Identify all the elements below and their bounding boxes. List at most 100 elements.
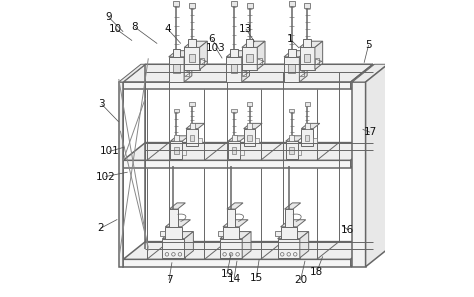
- Text: 2: 2: [97, 223, 104, 233]
- Polygon shape: [186, 123, 204, 129]
- Bar: [304, 3, 310, 8]
- Bar: [289, 64, 295, 73]
- Bar: [275, 231, 281, 236]
- Polygon shape: [278, 232, 309, 239]
- Polygon shape: [227, 203, 243, 209]
- Bar: [246, 54, 253, 62]
- Bar: [231, 109, 237, 113]
- Bar: [247, 123, 252, 129]
- Polygon shape: [300, 51, 307, 82]
- Bar: [173, 64, 180, 73]
- Bar: [200, 58, 204, 64]
- Text: 10: 10: [109, 24, 122, 34]
- Polygon shape: [351, 64, 373, 89]
- Bar: [247, 102, 252, 106]
- Bar: [198, 138, 201, 143]
- Bar: [123, 160, 351, 168]
- Bar: [190, 135, 194, 141]
- Bar: [227, 57, 242, 82]
- Bar: [244, 129, 255, 146]
- Polygon shape: [281, 220, 306, 227]
- Bar: [232, 147, 236, 154]
- Bar: [352, 82, 365, 267]
- Bar: [123, 259, 351, 267]
- Text: 1: 1: [287, 34, 293, 44]
- Bar: [313, 138, 317, 143]
- Polygon shape: [169, 51, 192, 57]
- Bar: [300, 48, 315, 69]
- Bar: [123, 82, 351, 89]
- Text: 5: 5: [365, 40, 372, 50]
- Bar: [189, 102, 195, 106]
- Text: 19: 19: [220, 269, 234, 279]
- Bar: [227, 209, 235, 227]
- Bar: [290, 135, 294, 141]
- Polygon shape: [351, 242, 373, 267]
- Bar: [232, 135, 237, 141]
- Polygon shape: [284, 51, 307, 57]
- Bar: [223, 227, 239, 239]
- Bar: [301, 129, 313, 146]
- Text: 18: 18: [310, 267, 323, 277]
- Bar: [246, 39, 254, 48]
- Text: 16: 16: [341, 225, 355, 235]
- Bar: [304, 54, 310, 62]
- Bar: [242, 48, 257, 69]
- Bar: [165, 227, 182, 239]
- Polygon shape: [242, 41, 265, 48]
- Bar: [290, 147, 294, 154]
- Bar: [240, 150, 244, 155]
- Bar: [286, 141, 298, 159]
- Bar: [171, 141, 182, 159]
- Bar: [231, 64, 237, 73]
- Bar: [247, 135, 252, 141]
- Text: 7: 7: [166, 275, 173, 285]
- Bar: [257, 58, 262, 64]
- Polygon shape: [223, 220, 248, 227]
- Bar: [184, 69, 189, 76]
- Text: 101: 101: [100, 146, 119, 157]
- Polygon shape: [119, 64, 146, 82]
- Polygon shape: [123, 242, 373, 259]
- Polygon shape: [227, 51, 249, 57]
- Text: 17: 17: [364, 127, 377, 137]
- Bar: [255, 138, 259, 143]
- Polygon shape: [184, 232, 193, 258]
- Polygon shape: [301, 123, 320, 129]
- Bar: [189, 3, 195, 8]
- Polygon shape: [284, 203, 301, 209]
- Text: 8: 8: [132, 22, 138, 32]
- Bar: [305, 123, 310, 129]
- Polygon shape: [244, 123, 262, 129]
- Bar: [173, 1, 179, 6]
- Polygon shape: [352, 64, 388, 82]
- Text: 14: 14: [228, 274, 241, 284]
- Bar: [281, 227, 297, 239]
- Polygon shape: [123, 143, 373, 160]
- Bar: [163, 239, 184, 258]
- Bar: [218, 231, 223, 236]
- Polygon shape: [351, 143, 373, 168]
- Bar: [119, 82, 123, 267]
- Bar: [278, 239, 300, 258]
- Bar: [188, 39, 196, 48]
- Polygon shape: [165, 220, 191, 227]
- Polygon shape: [300, 41, 323, 48]
- Bar: [174, 147, 179, 154]
- Bar: [305, 102, 310, 106]
- Bar: [186, 129, 198, 146]
- Bar: [298, 150, 301, 155]
- Bar: [288, 49, 295, 57]
- Polygon shape: [220, 232, 251, 239]
- Polygon shape: [315, 41, 323, 69]
- Polygon shape: [171, 136, 189, 141]
- Bar: [305, 135, 310, 141]
- Bar: [174, 135, 179, 141]
- Text: 13: 13: [239, 24, 253, 34]
- Bar: [230, 49, 238, 57]
- Bar: [303, 39, 311, 48]
- Polygon shape: [184, 41, 207, 48]
- Bar: [315, 58, 319, 64]
- Polygon shape: [169, 203, 185, 209]
- Polygon shape: [365, 64, 388, 267]
